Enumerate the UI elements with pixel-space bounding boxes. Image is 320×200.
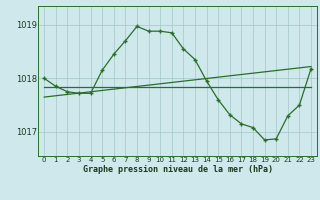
X-axis label: Graphe pression niveau de la mer (hPa): Graphe pression niveau de la mer (hPa) [83,165,273,174]
